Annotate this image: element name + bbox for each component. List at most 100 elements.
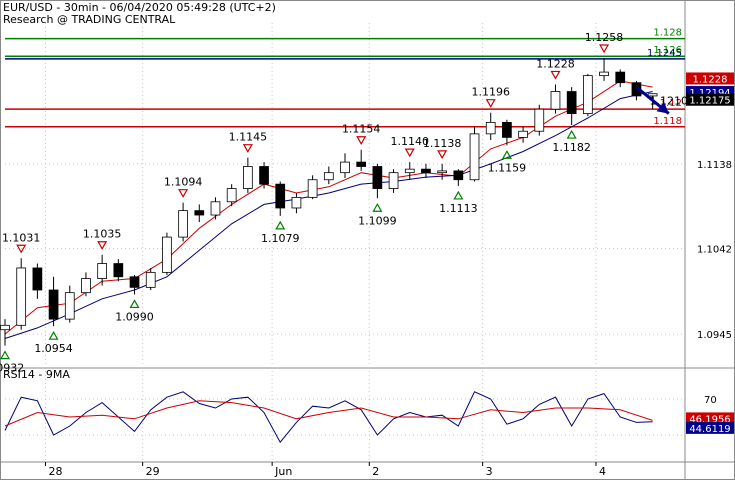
- level-label: 1.1245: [647, 48, 682, 59]
- level-label: 1.118: [653, 116, 682, 127]
- candle-body: [340, 161, 350, 174]
- rsi-panel-label: RSI14 - 9MA: [3, 368, 70, 381]
- candle-body: [372, 166, 383, 189]
- candle-body: [81, 278, 91, 294]
- y-tick-label: 1.1138: [697, 160, 732, 171]
- marker-label: 1.1196: [471, 86, 510, 99]
- x-tick-label: 28: [48, 465, 62, 478]
- resistance-marker: [485, 99, 496, 108]
- marker-label: 1.1094: [164, 176, 203, 189]
- chart-title: EUR/USD - 30min - 06/04/2020 05:49:28 (U…: [3, 1, 276, 14]
- candle-body: [259, 166, 269, 185]
- candle-body: [404, 168, 415, 174]
- x-tick-label: 29: [146, 465, 160, 478]
- candle-body: [291, 196, 302, 209]
- marker-label: 1.0990: [115, 310, 154, 323]
- candle-body: [243, 166, 253, 189]
- candle-body: [145, 271, 156, 288]
- candle-body: [129, 276, 140, 288]
- candle-body: [583, 75, 593, 114]
- marker-label: 1.1159: [488, 161, 527, 174]
- marker-label: 1.1228: [536, 57, 575, 70]
- x-tick-label: Jun: [274, 465, 292, 478]
- support-marker: [48, 330, 59, 340]
- candle-body: [599, 71, 609, 77]
- research-credit: Research @ TRADING CENTRAL: [3, 13, 176, 26]
- marker-label: 1.0932: [0, 362, 24, 375]
- candle-body: [275, 183, 286, 209]
- resistance-marker: [97, 241, 108, 250]
- resistance-marker: [599, 44, 610, 54]
- resistance-marker: [404, 148, 415, 158]
- price-badge-label: 1.1228: [693, 74, 728, 85]
- moving-average-line: [4, 91, 653, 339]
- candle-body: [534, 108, 545, 132]
- rsi-y-tick-label: 70: [704, 395, 717, 406]
- rsi-badge-label: 44.6119: [689, 424, 730, 435]
- candle-body: [32, 267, 43, 291]
- candle-body: [113, 263, 124, 278]
- candle-body: [64, 292, 75, 320]
- marker-label: 1.1258: [585, 31, 624, 44]
- candle-body: [485, 121, 496, 135]
- candle-body: [566, 91, 577, 114]
- candle-body: [356, 161, 367, 167]
- marker-label: 1.1035: [83, 228, 122, 241]
- marker-label: 1.1138: [423, 137, 462, 150]
- support-marker: [372, 203, 383, 212]
- support-marker: [566, 129, 577, 139]
- level-label: 1.128: [653, 28, 682, 39]
- candle-body: [194, 210, 205, 216]
- resistance-marker: [178, 189, 189, 198]
- level-label: 1.126: [653, 45, 682, 56]
- candle-body: [615, 71, 626, 84]
- resistance-marker: [16, 244, 27, 254]
- candle-body: [178, 210, 188, 238]
- candle-body: [421, 168, 431, 174]
- rsi-line: [4, 400, 653, 427]
- support-marker: [453, 190, 464, 200]
- resistance-marker: [242, 144, 253, 153]
- marker-label: 1.1031: [2, 231, 41, 244]
- support-marker: [129, 299, 140, 309]
- candle-body: [550, 91, 561, 110]
- marker-label: 1.1154: [342, 123, 381, 136]
- x-tick-label: 3: [486, 465, 493, 478]
- candle-body: [97, 263, 107, 279]
- price-badge-label: 1.12194: [689, 88, 730, 99]
- support-marker: [501, 150, 512, 159]
- marker-label: 1.1145: [229, 131, 268, 144]
- candle-body: [0, 324, 10, 331]
- marker-label: 1.1079: [261, 232, 300, 245]
- candle-body: [388, 172, 399, 189]
- candle-body: [437, 170, 447, 174]
- candle-body: [48, 289, 59, 320]
- rsi-badge-label: 46.1956: [689, 414, 730, 425]
- candle-body: [307, 179, 318, 198]
- marker-label: 1.0954: [34, 342, 73, 355]
- rsi-badge: [686, 412, 734, 425]
- resistance-marker: [550, 70, 561, 80]
- candle-body: [453, 170, 464, 181]
- price-badge: [686, 72, 734, 85]
- candle-body: [469, 133, 480, 181]
- support-marker: [0, 350, 11, 360]
- marker-label: 1.1113: [439, 202, 478, 215]
- price-badge: [686, 93, 734, 106]
- resistance-marker: [356, 136, 367, 145]
- level-label: 1.12: [660, 98, 682, 109]
- rsi-badge: [686, 421, 734, 434]
- candle-body: [323, 172, 334, 181]
- candle-body: [162, 236, 172, 273]
- marker-label: 1.1140: [391, 135, 430, 148]
- candle-body: [16, 267, 27, 326]
- candle-body: [226, 188, 237, 203]
- forecast-arrow-icon: [656, 101, 669, 114]
- candle-body: [210, 201, 221, 216]
- moving-average-line: [4, 80, 653, 335]
- marker-label: 1.1182: [552, 141, 591, 154]
- resistance-marker: [437, 150, 448, 160]
- y-tick-label: 1.1042: [697, 245, 732, 256]
- marker-label: 1.1099: [358, 214, 397, 227]
